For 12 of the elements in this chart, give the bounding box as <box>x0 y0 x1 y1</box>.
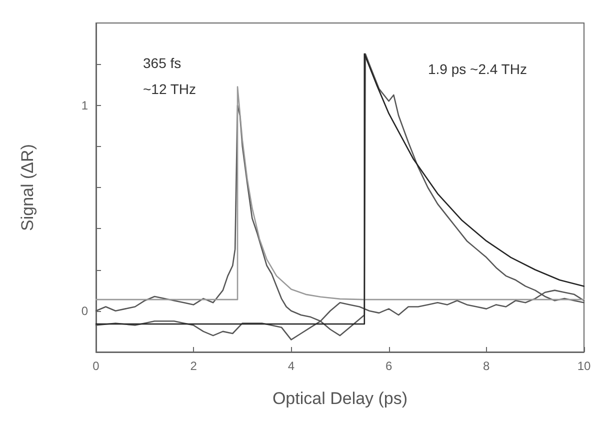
x-tick-label: 0 <box>92 359 100 373</box>
x-tick-label: 2 <box>190 359 198 373</box>
x-tick-label: 4 <box>288 359 295 373</box>
x-tick-label: 6 <box>385 359 392 373</box>
annotation: 365 fs ~12 THz <box>143 55 196 97</box>
line-series <box>95 86 585 300</box>
x-tick-label: 8 <box>483 359 490 373</box>
x-axis-title: Optical Delay (ps) <box>272 389 408 408</box>
x-tick-label: 10 <box>577 359 591 373</box>
y-axis-title: Signal (ΔR) <box>18 144 37 231</box>
y-tick-label: 1 <box>81 98 88 112</box>
annotation: 1.9 ps ~2.4 THz <box>428 61 527 77</box>
